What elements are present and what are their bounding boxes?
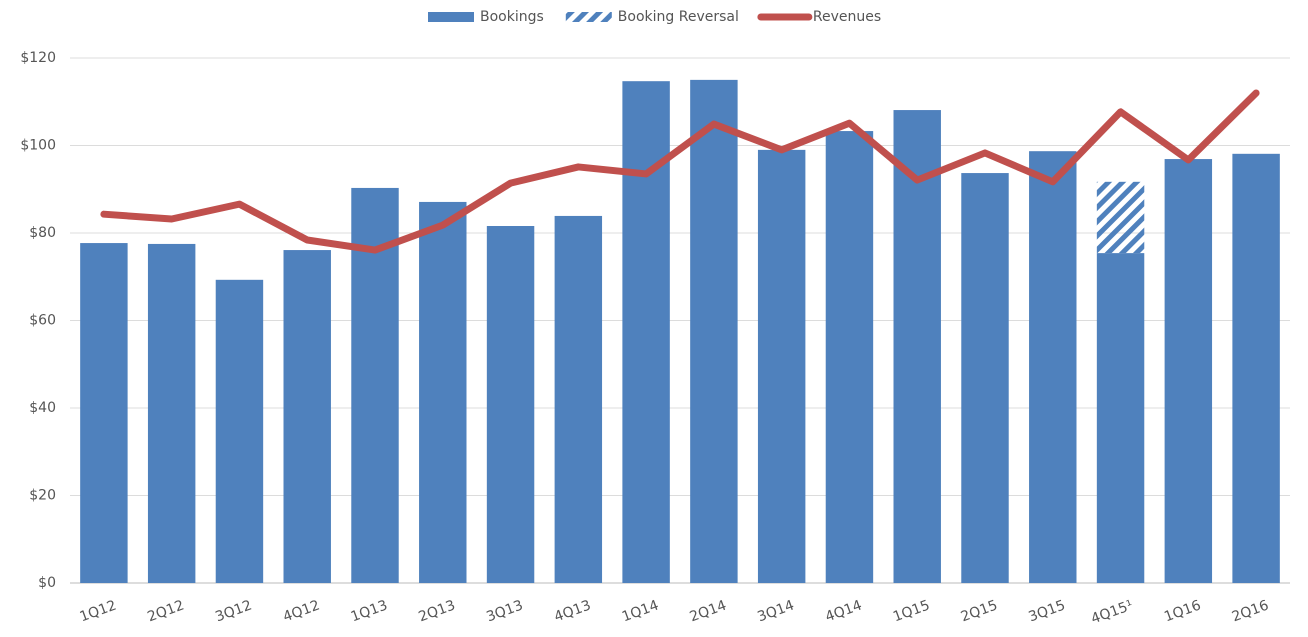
x-tick-label: 4Q13 bbox=[552, 597, 593, 625]
bar bbox=[1096, 181, 1145, 254]
bar bbox=[147, 243, 196, 583]
x-tick-label: 1Q13 bbox=[349, 597, 390, 625]
bar bbox=[554, 215, 603, 583]
legend-swatch bbox=[428, 12, 474, 22]
legend-label: Revenues bbox=[813, 9, 881, 25]
y-tick-label: $0 bbox=[38, 575, 56, 591]
legend-item: Bookings bbox=[428, 9, 544, 25]
bar bbox=[893, 110, 941, 583]
bar bbox=[215, 279, 264, 583]
y-tick-label: $80 bbox=[29, 225, 56, 241]
x-tick-label: 3Q13 bbox=[484, 597, 525, 625]
y-tick-label: $40 bbox=[29, 400, 56, 416]
x-tick-label: 2Q15 bbox=[959, 597, 1000, 625]
bar bbox=[80, 243, 128, 583]
legend-label: Bookings bbox=[480, 9, 544, 25]
bar bbox=[351, 187, 399, 583]
y-tick-label: $60 bbox=[29, 313, 56, 329]
bar bbox=[1096, 253, 1145, 583]
legend-item: Booking Reversal bbox=[565, 9, 739, 25]
bar bbox=[1232, 153, 1280, 583]
bar bbox=[622, 81, 670, 583]
x-tick-label: 1Q15 bbox=[891, 597, 932, 625]
bar bbox=[419, 201, 467, 583]
line bbox=[100, 89, 1260, 254]
x-tick-label: 2Q12 bbox=[145, 597, 186, 625]
x-tick-label: 4Q15¹ bbox=[1089, 597, 1135, 627]
y-tick-label: $120 bbox=[20, 50, 56, 66]
legend-label: Booking Reversal bbox=[618, 9, 739, 25]
x-tick-label: 4Q14 bbox=[823, 597, 864, 625]
x-tick-label: 1Q12 bbox=[78, 597, 119, 625]
bar bbox=[1029, 151, 1077, 583]
bar bbox=[283, 250, 331, 583]
bar bbox=[486, 226, 535, 583]
legend-swatch bbox=[565, 12, 612, 22]
x-tick-label: 2Q14 bbox=[688, 597, 729, 625]
bar bbox=[825, 131, 874, 583]
x-tick-label: 2Q13 bbox=[417, 597, 458, 625]
y-tick-label: $20 bbox=[29, 488, 56, 504]
bar bbox=[1164, 159, 1213, 583]
y-tick-label: $100 bbox=[20, 138, 56, 154]
x-tick-label: 3Q15 bbox=[1027, 597, 1068, 625]
x-tick-label: 1Q14 bbox=[620, 597, 661, 625]
legend: Bookings Booking Reversal Revenues bbox=[428, 9, 881, 25]
x-tick-label: 1Q16 bbox=[1162, 597, 1203, 625]
bar bbox=[757, 149, 806, 583]
x-tick-label: 2Q16 bbox=[1230, 597, 1271, 625]
x-tick-label: 3Q14 bbox=[755, 597, 796, 625]
legend-item: Revenues bbox=[757, 9, 881, 25]
bar bbox=[961, 173, 1009, 583]
x-tick-label: 4Q12 bbox=[281, 597, 322, 625]
bar bbox=[690, 79, 738, 583]
x-tick-label: 3Q12 bbox=[213, 597, 254, 625]
